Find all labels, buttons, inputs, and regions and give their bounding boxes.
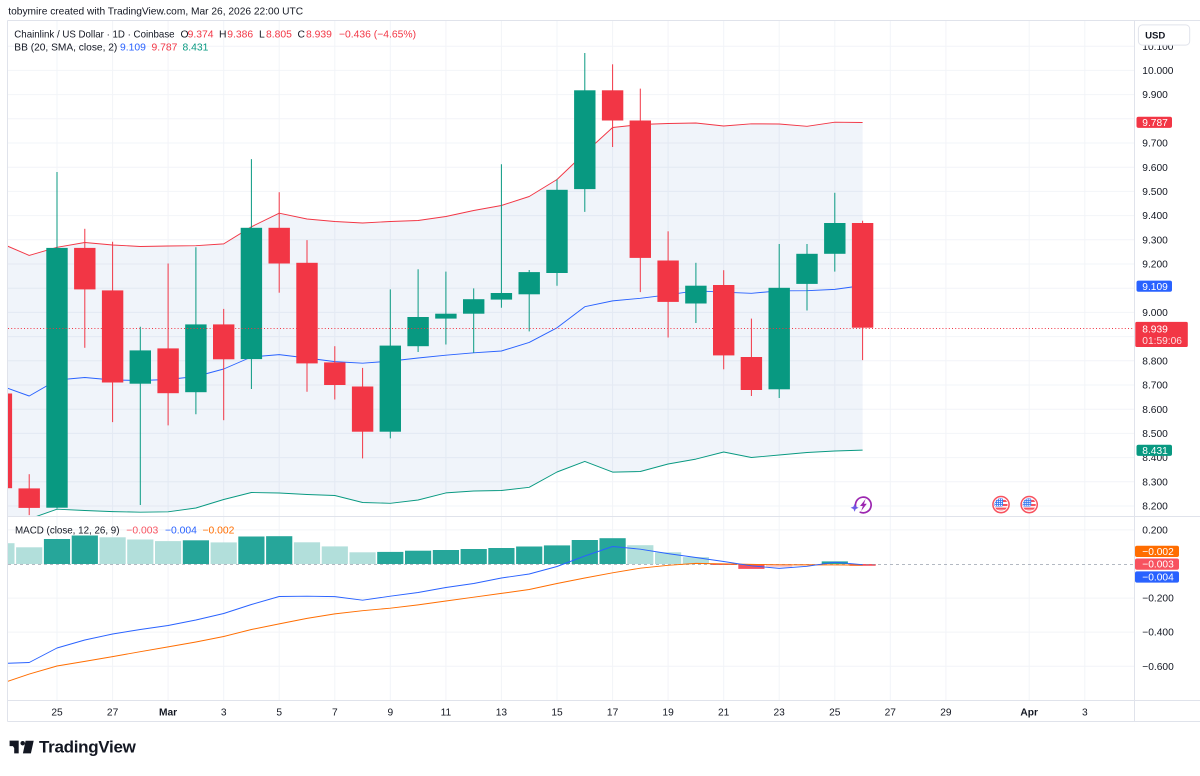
svg-text:−0.003: −0.003	[1142, 560, 1174, 571]
svg-text:9.109: 9.109	[120, 43, 146, 54]
svg-text:23: 23	[774, 708, 786, 719]
svg-text:8.431: 8.431	[183, 43, 209, 54]
svg-text:9.374: 9.374	[188, 30, 214, 41]
svg-text:8.300: 8.300	[1142, 477, 1168, 488]
svg-text:5: 5	[276, 708, 282, 719]
svg-text:9.500: 9.500	[1142, 187, 1168, 198]
svg-text:8.805: 8.805	[266, 30, 292, 41]
svg-text:9.386: 9.386	[227, 30, 253, 41]
svg-text:Mar: Mar	[159, 708, 177, 719]
svg-text:27: 27	[885, 708, 897, 719]
svg-text:−0.002: −0.002	[203, 526, 235, 537]
svg-text:8.939: 8.939	[1142, 324, 1168, 335]
svg-text:3: 3	[221, 708, 227, 719]
svg-text:25: 25	[51, 708, 63, 719]
svg-text:9: 9	[387, 708, 393, 719]
svg-text:−0.200: −0.200	[1142, 594, 1174, 605]
svg-text:9.000: 9.000	[1142, 308, 1168, 319]
svg-text:8.800: 8.800	[1142, 356, 1168, 367]
svg-text:USD: USD	[1145, 30, 1165, 41]
svg-text:8.939: 8.939	[306, 30, 332, 41]
svg-text:01:59:06: 01:59:06	[1142, 336, 1182, 347]
svg-text:−0.400: −0.400	[1142, 628, 1174, 639]
svg-text:21: 21	[718, 708, 730, 719]
svg-text:8.431: 8.431	[1142, 446, 1168, 457]
svg-text:19: 19	[662, 708, 674, 719]
svg-text:−0.003: −0.003	[126, 526, 158, 537]
svg-text:8.500: 8.500	[1142, 429, 1168, 440]
svg-text:O: O	[181, 30, 189, 41]
svg-text:−0.002: −0.002	[1142, 547, 1174, 558]
svg-text:−0.436 (−4.65%): −0.436 (−4.65%)	[339, 30, 416, 41]
svg-text:8.600: 8.600	[1142, 405, 1168, 416]
svg-text:7: 7	[332, 708, 338, 719]
svg-text:0.200: 0.200	[1142, 526, 1168, 537]
svg-text:8.400: 8.400	[1142, 453, 1168, 464]
svg-text:9.600: 9.600	[1142, 163, 1168, 174]
svg-text:9.400: 9.400	[1142, 211, 1168, 222]
svg-text:9.700: 9.700	[1142, 139, 1168, 150]
svg-text:−0.004: −0.004	[1142, 573, 1174, 584]
svg-text:9.300: 9.300	[1142, 235, 1168, 246]
svg-text:9.787: 9.787	[152, 43, 178, 54]
svg-text:Chainlink / US Dollar · 1D · C: Chainlink / US Dollar · 1D · Coinbase	[14, 30, 175, 41]
svg-text:11: 11	[441, 708, 452, 719]
svg-text:Apr: Apr	[1020, 708, 1038, 719]
svg-text:25: 25	[829, 708, 841, 719]
svg-text:27: 27	[107, 708, 119, 719]
svg-text:15: 15	[551, 708, 563, 719]
svg-text:13: 13	[496, 708, 508, 719]
svg-text:9.200: 9.200	[1142, 260, 1168, 271]
svg-text:H: H	[219, 30, 226, 41]
svg-text:10.000: 10.000	[1142, 66, 1173, 77]
svg-text:3: 3	[1082, 708, 1088, 719]
svg-text:MACD (close, 12, 26, 9): MACD (close, 12, 26, 9)	[15, 526, 120, 537]
svg-text:8.200: 8.200	[1142, 502, 1168, 513]
svg-text:9.900: 9.900	[1142, 90, 1168, 101]
svg-text:29: 29	[940, 708, 952, 719]
svg-text:tobymire created with TradingV: tobymire created with TradingView.com, M…	[8, 7, 303, 18]
svg-text:9.109: 9.109	[1142, 282, 1168, 293]
svg-text:BB (20, SMA, close, 2): BB (20, SMA, close, 2)	[14, 43, 117, 54]
svg-text:10.100: 10.100	[1142, 42, 1173, 53]
svg-text:8.700: 8.700	[1142, 381, 1168, 392]
svg-text:TradingView: TradingView	[39, 738, 137, 757]
svg-text:L: L	[259, 30, 265, 41]
svg-text:9.787: 9.787	[1142, 118, 1168, 129]
svg-text:C: C	[298, 30, 306, 41]
svg-text:−0.004: −0.004	[165, 526, 197, 537]
svg-text:17: 17	[607, 708, 619, 719]
svg-text:−0.600: −0.600	[1142, 662, 1174, 673]
